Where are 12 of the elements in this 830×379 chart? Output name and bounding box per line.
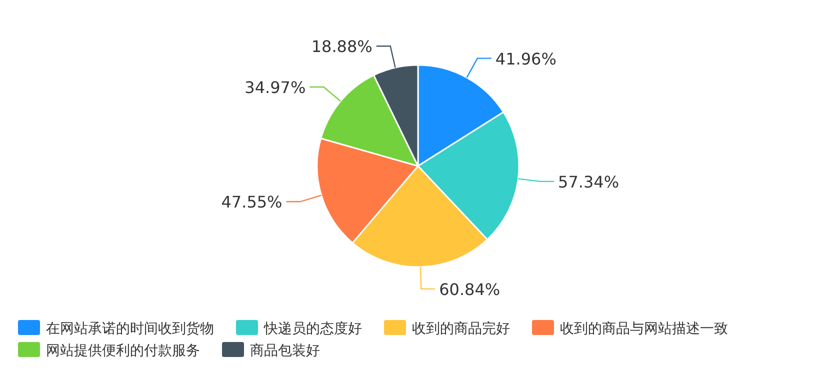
data-label: 41.96% bbox=[495, 49, 556, 68]
data-label: 34.97% bbox=[244, 78, 306, 98]
data-label: 57.34% bbox=[558, 172, 620, 192]
legend-label: 收到的商品与网站描述一致 bbox=[560, 321, 728, 337]
legend-label: 商品包装好 bbox=[250, 343, 320, 359]
data-label: 60.84% bbox=[439, 280, 500, 299]
legend-label: 网站提供便利的付款服务 bbox=[46, 343, 200, 359]
data-label: 18.88% bbox=[311, 37, 372, 56]
legend-label: 在网站承诺的时间收到货物 bbox=[46, 321, 214, 337]
data-label: 47.55% bbox=[221, 192, 282, 212]
legend-label: 快递员的态度好 bbox=[263, 321, 362, 337]
legend-label: 收到的商品完好 bbox=[412, 321, 510, 337]
